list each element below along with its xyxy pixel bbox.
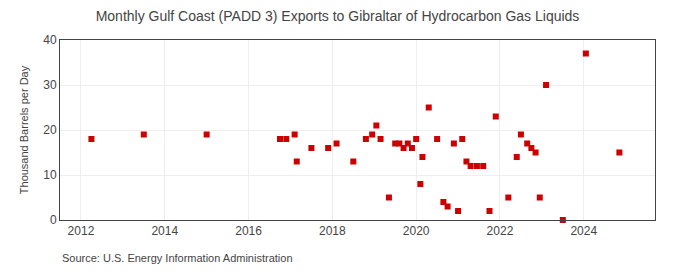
svg-text:2016: 2016 (235, 224, 262, 238)
svg-text:0: 0 (50, 213, 57, 227)
svg-text:Source: U.S. Energy Informatio: Source: U.S. Energy Information Administ… (62, 252, 293, 264)
svg-text:Thousand Barrels per Day: Thousand Barrels per Day (18, 65, 30, 194)
svg-text:2022: 2022 (487, 224, 514, 238)
svg-text:2020: 2020 (403, 224, 430, 238)
svg-text:2012: 2012 (68, 224, 95, 238)
svg-text:20: 20 (43, 123, 57, 137)
svg-text:40: 40 (43, 33, 57, 47)
svg-text:30: 30 (43, 78, 57, 92)
svg-text:2024: 2024 (570, 224, 597, 238)
svg-text:Monthly Gulf Coast (PADD 3) Ex: Monthly Gulf Coast (PADD 3) Exports to G… (96, 8, 580, 24)
svg-text:10: 10 (43, 168, 57, 182)
svg-text:2014: 2014 (151, 224, 178, 238)
svg-text:2018: 2018 (319, 224, 346, 238)
